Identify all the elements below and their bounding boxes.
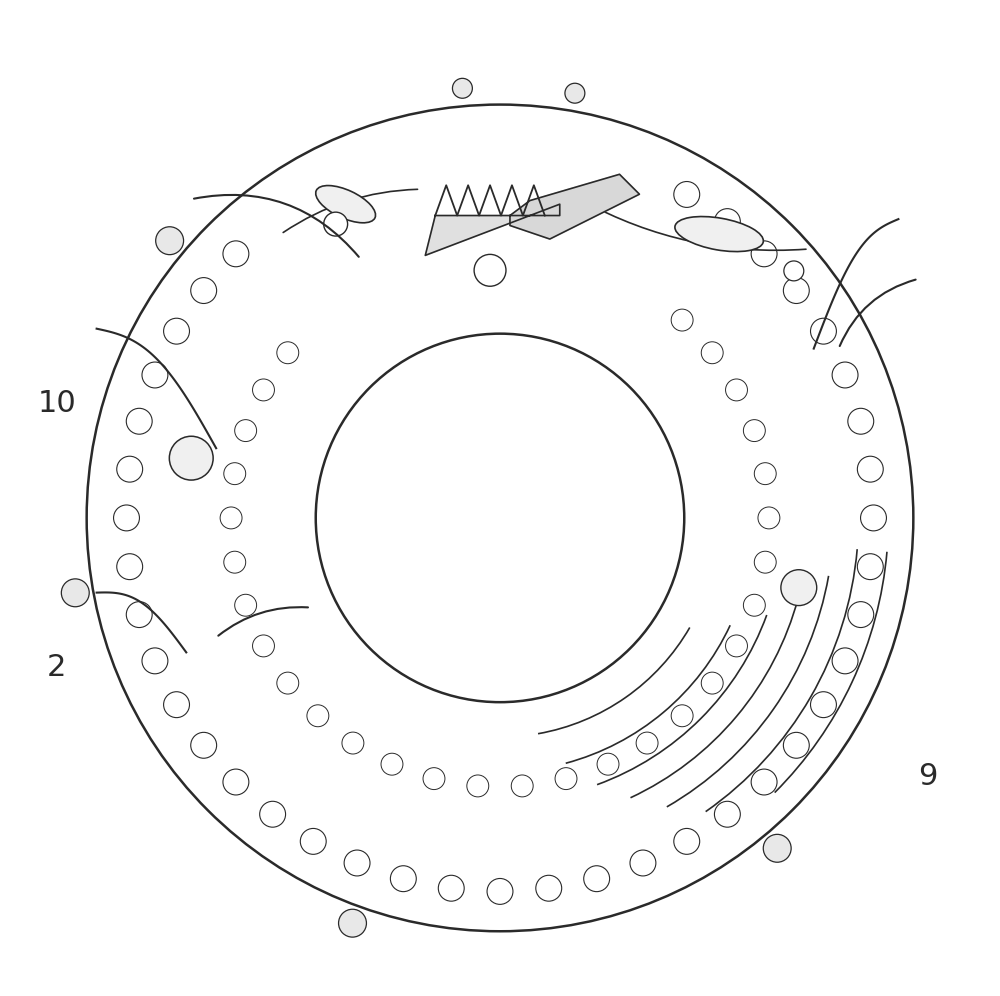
- Circle shape: [253, 378, 274, 400]
- Circle shape: [342, 732, 364, 754]
- Circle shape: [114, 505, 139, 531]
- Circle shape: [714, 208, 740, 234]
- Circle shape: [754, 463, 776, 485]
- Circle shape: [636, 732, 658, 754]
- Circle shape: [671, 309, 693, 331]
- Circle shape: [474, 254, 506, 286]
- Circle shape: [701, 672, 723, 694]
- Circle shape: [126, 602, 152, 627]
- Circle shape: [224, 463, 246, 485]
- Circle shape: [783, 278, 809, 304]
- Circle shape: [857, 554, 883, 580]
- Circle shape: [142, 362, 168, 387]
- Circle shape: [235, 419, 257, 441]
- Circle shape: [344, 850, 370, 875]
- Circle shape: [487, 878, 513, 904]
- Circle shape: [861, 505, 886, 531]
- Circle shape: [117, 554, 143, 580]
- Circle shape: [117, 456, 143, 482]
- Circle shape: [674, 829, 700, 855]
- Circle shape: [565, 84, 585, 104]
- Circle shape: [224, 551, 246, 573]
- Ellipse shape: [675, 216, 763, 252]
- Circle shape: [452, 79, 472, 99]
- Circle shape: [743, 419, 765, 441]
- Circle shape: [191, 278, 217, 304]
- Circle shape: [169, 436, 213, 480]
- Circle shape: [223, 241, 249, 267]
- Circle shape: [253, 635, 274, 657]
- FancyArrowPatch shape: [582, 200, 806, 250]
- Circle shape: [714, 802, 740, 828]
- Circle shape: [324, 212, 348, 236]
- Circle shape: [300, 829, 326, 855]
- Circle shape: [555, 768, 577, 790]
- Circle shape: [726, 378, 747, 400]
- Ellipse shape: [316, 185, 376, 223]
- Circle shape: [671, 705, 693, 727]
- FancyArrowPatch shape: [283, 189, 418, 232]
- Circle shape: [277, 672, 299, 694]
- Circle shape: [848, 408, 874, 434]
- Circle shape: [339, 909, 366, 937]
- Circle shape: [754, 551, 776, 573]
- Circle shape: [307, 705, 329, 727]
- Circle shape: [781, 570, 817, 606]
- Circle shape: [832, 648, 858, 674]
- Circle shape: [235, 595, 257, 617]
- Circle shape: [832, 362, 858, 387]
- Circle shape: [381, 753, 403, 775]
- Circle shape: [164, 319, 189, 345]
- Circle shape: [61, 579, 89, 607]
- Circle shape: [536, 875, 562, 901]
- Circle shape: [751, 769, 777, 795]
- Circle shape: [783, 732, 809, 758]
- Circle shape: [511, 775, 533, 797]
- Circle shape: [811, 319, 836, 345]
- Circle shape: [423, 768, 445, 790]
- Circle shape: [164, 692, 189, 717]
- Circle shape: [584, 866, 610, 891]
- Circle shape: [784, 261, 804, 281]
- Circle shape: [758, 507, 780, 529]
- Circle shape: [811, 692, 836, 718]
- Circle shape: [763, 835, 791, 863]
- Circle shape: [726, 635, 747, 657]
- Circle shape: [191, 732, 217, 758]
- Circle shape: [743, 595, 765, 617]
- Circle shape: [630, 850, 656, 875]
- Circle shape: [438, 875, 464, 901]
- Circle shape: [126, 408, 152, 434]
- Circle shape: [701, 342, 723, 364]
- Circle shape: [674, 181, 700, 207]
- Polygon shape: [425, 204, 560, 255]
- Circle shape: [751, 241, 777, 267]
- Circle shape: [848, 602, 874, 627]
- Circle shape: [597, 753, 619, 775]
- Circle shape: [220, 507, 242, 529]
- Circle shape: [223, 769, 249, 795]
- Circle shape: [156, 227, 184, 255]
- Circle shape: [390, 866, 416, 891]
- Circle shape: [857, 456, 883, 482]
- Text: 9: 9: [919, 762, 938, 792]
- Circle shape: [260, 802, 286, 828]
- Circle shape: [277, 342, 299, 364]
- Polygon shape: [510, 174, 639, 239]
- Circle shape: [467, 775, 489, 797]
- Text: 10: 10: [37, 388, 76, 418]
- Circle shape: [142, 648, 168, 674]
- Text: 2: 2: [47, 652, 66, 682]
